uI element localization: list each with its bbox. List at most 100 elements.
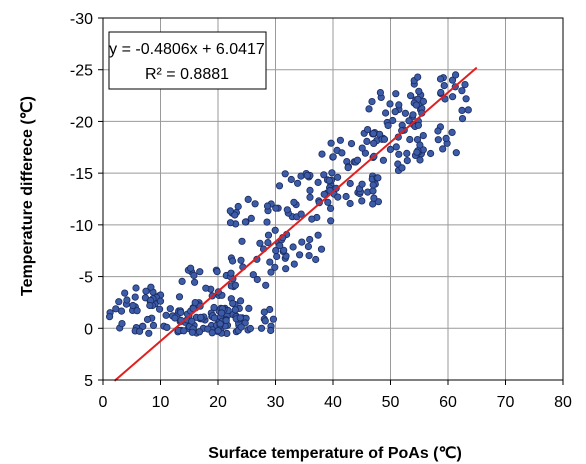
- data-point: [306, 193, 314, 201]
- x-tick-label: 80: [554, 394, 572, 411]
- y-tick-label: -5: [79, 270, 93, 287]
- data-point: [451, 71, 460, 79]
- data-point: [437, 88, 445, 97]
- data-point: [363, 126, 372, 134]
- data-point: [320, 190, 328, 198]
- data-point: [210, 314, 218, 322]
- data-point: [253, 275, 261, 284]
- data-point: [336, 136, 344, 144]
- data-point: [236, 314, 244, 322]
- data-point: [320, 171, 328, 179]
- gridlines: [98, 17, 564, 385]
- data-point: [306, 235, 314, 244]
- data-point: [188, 328, 196, 336]
- data-point: [452, 149, 460, 157]
- data-point: [131, 293, 139, 301]
- data-point: [229, 299, 237, 307]
- data-point: [218, 309, 226, 317]
- data-point: [210, 303, 218, 312]
- data-point: [133, 307, 141, 315]
- data-point: [304, 243, 312, 251]
- data-point: [381, 109, 390, 117]
- data-point: [314, 231, 322, 239]
- data-point: [146, 301, 154, 310]
- data-point: [448, 128, 456, 136]
- data-point: [314, 178, 322, 186]
- x-tick-label: 30: [267, 394, 285, 411]
- data-point: [267, 268, 275, 276]
- data-point: [276, 242, 284, 250]
- data-point: [275, 182, 284, 190]
- data-point: [273, 252, 281, 261]
- data-point: [123, 296, 131, 304]
- data-point: [353, 156, 362, 164]
- data-point: [329, 153, 337, 161]
- equation-box: y = -0.4806x + 6.0417 R² = 0.8881: [108, 31, 267, 90]
- data-point: [163, 323, 171, 331]
- data-point: [257, 324, 266, 332]
- data-point: [293, 179, 302, 187]
- data-point: [361, 149, 369, 157]
- data-point: [188, 317, 196, 325]
- data-point: [380, 135, 389, 143]
- data-point: [379, 156, 387, 164]
- data-point: [171, 314, 179, 322]
- data-point: [398, 164, 406, 172]
- data-point: [231, 306, 239, 314]
- data-point: [376, 89, 384, 97]
- data-point: [115, 298, 123, 306]
- data-point: [246, 324, 254, 333]
- data-point: [231, 211, 239, 219]
- data-point: [267, 326, 275, 335]
- data-point: [318, 150, 326, 158]
- data-point: [226, 219, 235, 227]
- data-point: [392, 90, 400, 98]
- data-points: [106, 71, 472, 337]
- y-axis-title: Temperature differece (℃): [19, 96, 36, 296]
- data-point: [271, 263, 279, 271]
- data-point: [426, 149, 435, 158]
- data-point: [237, 297, 245, 305]
- data-point: [414, 73, 422, 81]
- data-point: [413, 148, 421, 156]
- x-tick-label: 0: [99, 394, 108, 411]
- data-point: [369, 187, 377, 195]
- y-tick-label: -20: [70, 114, 93, 131]
- data-point: [263, 202, 272, 210]
- data-point: [190, 271, 198, 279]
- data-point: [263, 218, 271, 226]
- data-point: [342, 192, 350, 201]
- x-axis-title: Surface temperature of PoAs (℃): [208, 445, 462, 462]
- data-point: [391, 108, 399, 116]
- data-point: [244, 195, 252, 203]
- y-tick-label: 5: [84, 373, 93, 390]
- data-point: [156, 297, 165, 305]
- data-point: [386, 145, 394, 153]
- y-axis-tick-labels: -30 -25 -20 -15 -10 -5 0 5: [70, 11, 93, 390]
- data-point: [392, 143, 400, 151]
- data-point: [264, 231, 273, 239]
- data-point: [297, 210, 305, 218]
- data-point: [260, 308, 268, 316]
- data-point: [202, 284, 210, 292]
- data-point: [178, 277, 186, 285]
- y-tick-label: -10: [70, 218, 93, 235]
- data-point: [191, 278, 199, 286]
- data-point: [414, 121, 422, 129]
- data-point: [365, 105, 373, 113]
- data-point: [231, 281, 239, 289]
- data-point: [419, 97, 427, 106]
- data-point: [106, 313, 114, 321]
- data-point: [442, 134, 450, 142]
- data-point: [306, 186, 314, 194]
- r-squared-label: R² = 0.8881: [145, 66, 229, 83]
- x-tick-label: 50: [382, 394, 400, 411]
- data-point: [287, 175, 295, 184]
- data-point: [241, 218, 249, 226]
- data-point: [147, 283, 155, 291]
- data-point: [262, 281, 270, 289]
- data-point: [458, 106, 466, 115]
- data-point: [195, 328, 204, 336]
- data-point: [118, 319, 126, 328]
- data-point: [369, 129, 377, 138]
